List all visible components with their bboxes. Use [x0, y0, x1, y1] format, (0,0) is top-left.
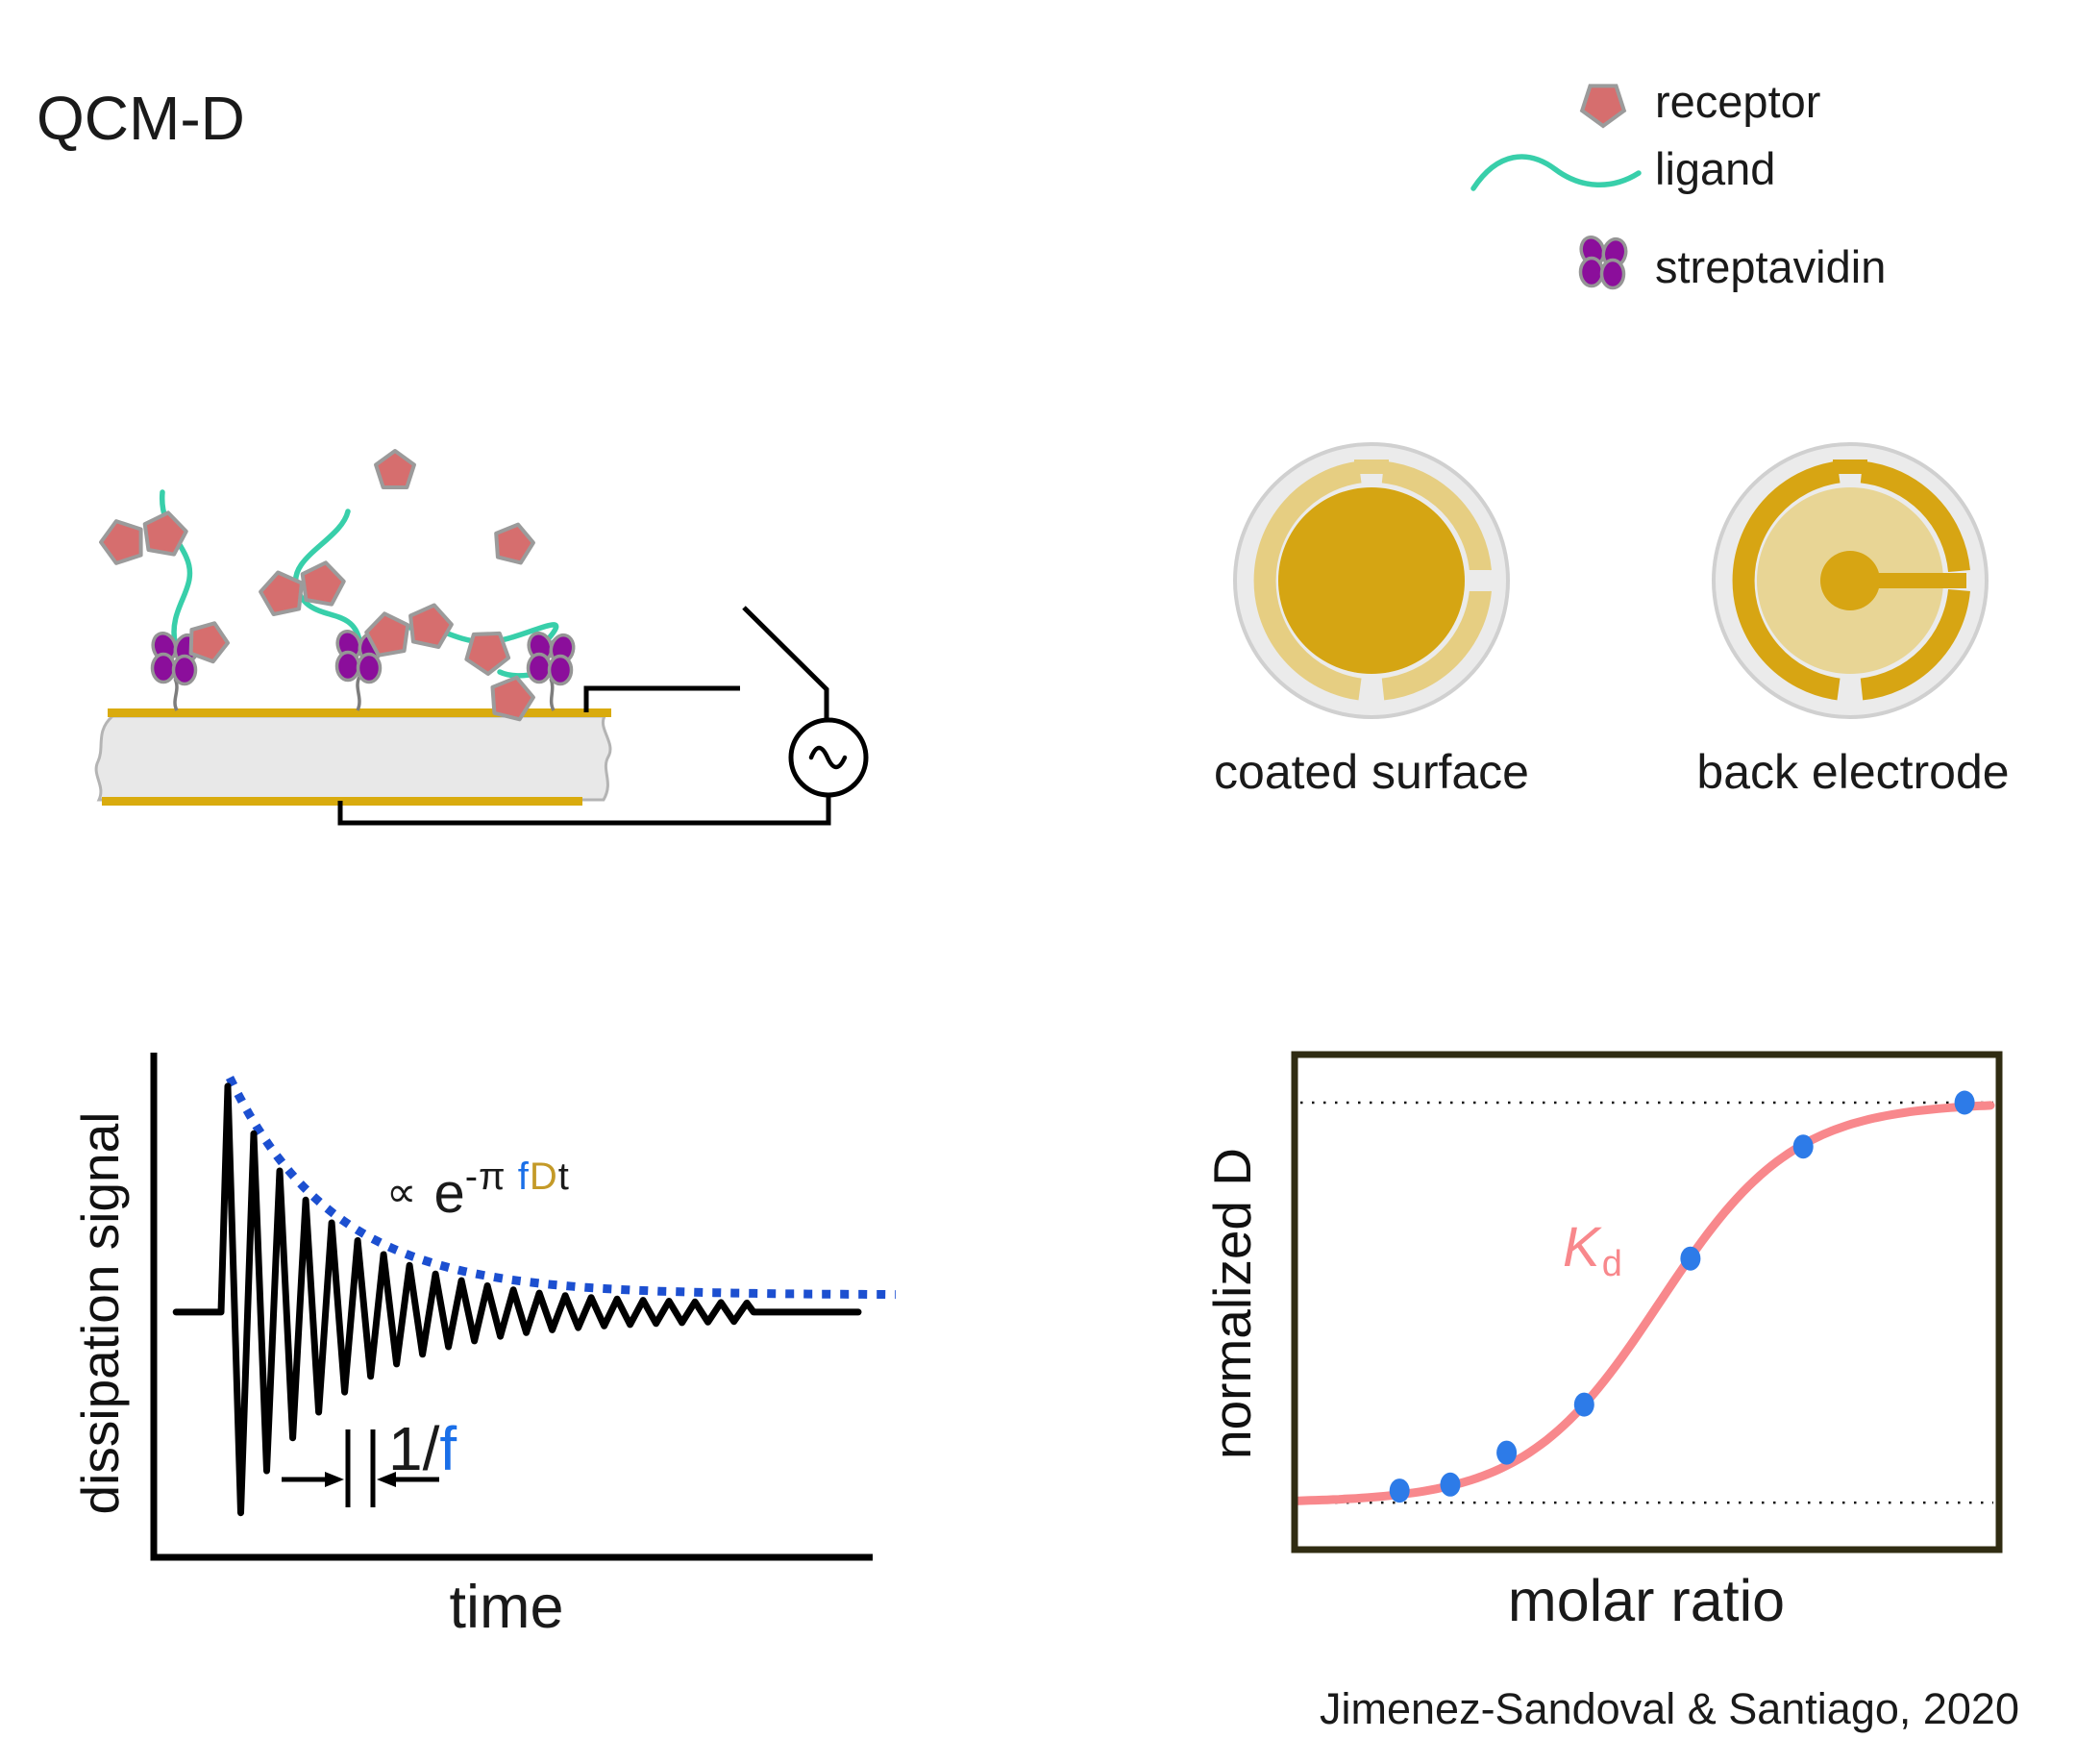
- sine-glyph: [808, 745, 848, 770]
- electrode-center: [1820, 551, 1880, 610]
- arrowhead-right-icon: [325, 1472, 344, 1487]
- kd-main: K: [1563, 1216, 1600, 1279]
- axes: [150, 1053, 873, 1561]
- proportional-symbol: ∝: [386, 1169, 417, 1216]
- quartz-crystal-slab: [94, 714, 612, 802]
- binding-y-axis-label: normalized D: [1202, 1147, 1262, 1460]
- binding-x-axis-label: molar ratio: [1507, 1568, 1786, 1633]
- period-annotation: 1/f: [388, 1413, 457, 1484]
- qcm-sensor-schematic: [94, 449, 869, 826]
- back-electrode-label: back electrode: [1696, 745, 2010, 799]
- data-point: [1792, 1134, 1814, 1159]
- formula-exp-black: -π: [464, 1155, 506, 1198]
- legend-icons: [1470, 84, 1642, 290]
- ringdown-signal-curve: [172, 1082, 862, 1517]
- data-point: [1496, 1440, 1518, 1465]
- page-title: QCM-D: [37, 84, 245, 153]
- formula-exp-t: t: [557, 1155, 570, 1198]
- plot-frame: [1291, 1051, 2003, 1553]
- data-point: [1954, 1090, 1975, 1115]
- receptor-pentagon-icon: [1580, 84, 1626, 128]
- coated-surface-label: coated surface: [1214, 745, 1529, 799]
- sensor-discs: [1233, 442, 1989, 719]
- data-point: [1680, 1246, 1701, 1271]
- citation: Jimenez-Sandoval & Santiago, 2020: [1320, 1684, 2019, 1733]
- streptavidin-cluster-icon: [1575, 232, 1631, 290]
- kd-annotation: Kd: [1563, 1215, 1622, 1284]
- dissipation-plot: [150, 1053, 896, 1561]
- kd-sub: d: [1601, 1244, 1622, 1284]
- data-point: [1440, 1472, 1461, 1497]
- gold-layer-top: [108, 708, 611, 717]
- circuit-wires: [337, 606, 831, 826]
- coated-surface-disc: [1233, 442, 1510, 719]
- ligand-wave-icon: [1470, 154, 1642, 191]
- period-marker: [282, 1429, 439, 1507]
- envelope-formula: ∝ e-π fDt: [386, 1155, 570, 1226]
- legend-label-streptavidin: streptavidin: [1655, 241, 1887, 292]
- legend-label-ligand: ligand: [1655, 143, 1776, 194]
- data-point: [1573, 1392, 1594, 1417]
- formula-base: e: [433, 1162, 465, 1225]
- data-point: [1389, 1478, 1410, 1503]
- formula-exp-f: f: [517, 1155, 530, 1198]
- legend-label-receptor: receptor: [1655, 76, 1821, 127]
- period-black: 1/: [388, 1414, 440, 1483]
- switch-blade: [742, 606, 829, 720]
- binding-plot: [1291, 1051, 2003, 1553]
- data-points: [1389, 1090, 1975, 1503]
- formula-exp-D: D: [529, 1155, 558, 1198]
- gold-coating: [1278, 487, 1465, 674]
- back-electrode-disc: [1712, 442, 1989, 719]
- period-f-blue: f: [439, 1414, 457, 1483]
- asymptote-dotted-lines: [1300, 1101, 1993, 1504]
- sigmoid-fit-curve: [1294, 1101, 1995, 1505]
- time-x-axis-label: time: [449, 1574, 564, 1641]
- arrowhead-left-icon: [377, 1472, 396, 1487]
- dissipation-y-axis-label: dissipation signal: [70, 1111, 130, 1515]
